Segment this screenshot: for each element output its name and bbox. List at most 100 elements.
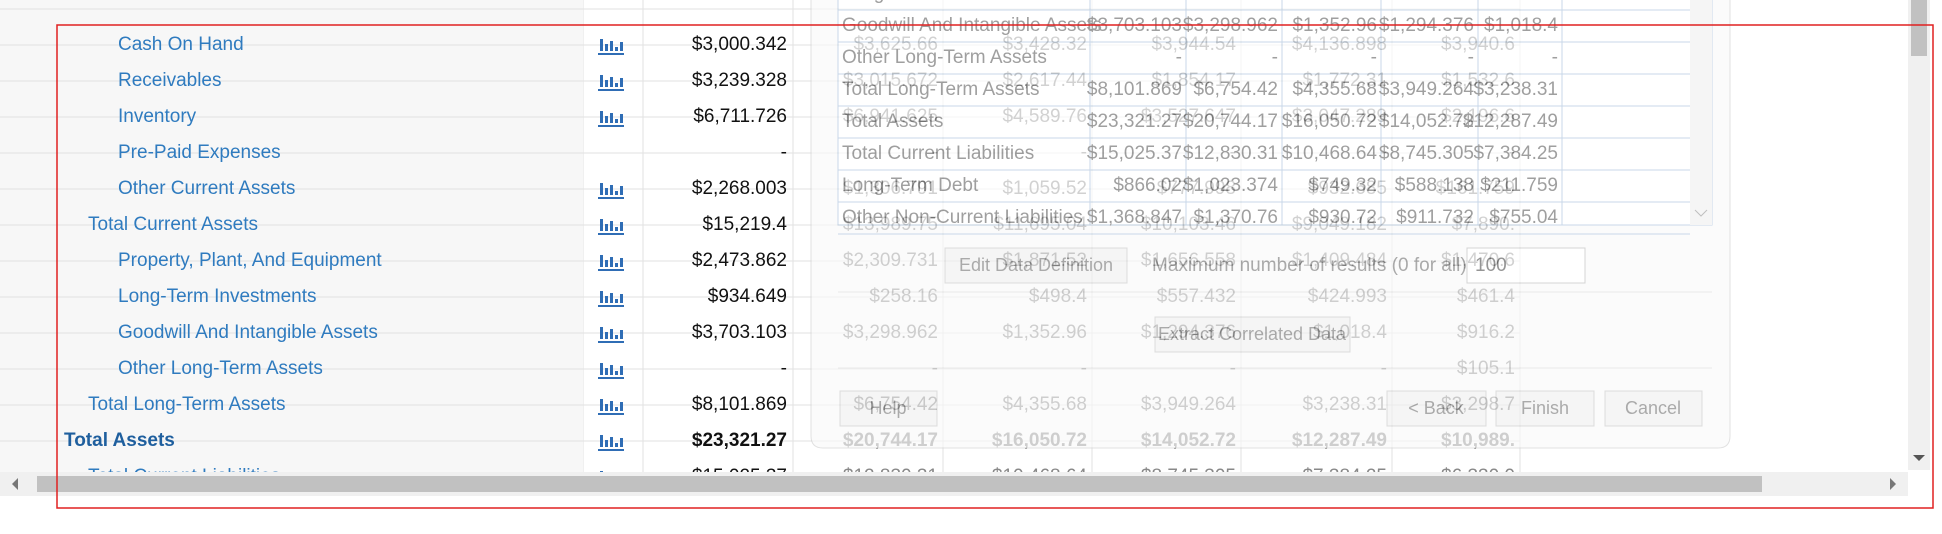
dialog-cell: $749.32 <box>1308 175 1377 196</box>
icon-base <box>598 125 624 127</box>
cell-value: $6,711.726 <box>693 106 787 127</box>
max-input[interactable]: 100 <box>1466 247 1586 284</box>
icon-bar <box>605 80 608 87</box>
dialog-cell: $8,745.305 <box>1379 143 1474 164</box>
cell-value: $3,239.328 <box>692 70 787 91</box>
row-label: Other Current Assets <box>118 178 295 199</box>
max-label: Maximum number of results (0 for all) <box>1152 255 1467 276</box>
icon-bar <box>610 401 613 411</box>
scroll-down[interactable] <box>1913 455 1925 461</box>
chart-icon[interactable] <box>598 111 624 127</box>
edit-button[interactable]: Edit Data Definition <box>944 247 1128 284</box>
icon-bar <box>610 437 613 447</box>
dialog-cell: $12,287.49 <box>1463 111 1558 132</box>
button-label: Cancel <box>1625 398 1681 418</box>
row-label: Goodwill And Intangible Assets <box>118 322 378 343</box>
dialog-cell: $930.72 <box>1308 207 1377 228</box>
row-label: Total Current Assets <box>88 214 258 235</box>
v-scrollbar[interactable] <box>1908 0 1930 470</box>
scroll-right[interactable] <box>1890 478 1896 490</box>
cell-value: $3,703.103 <box>692 322 787 343</box>
icon-bar <box>605 404 608 411</box>
icon-bar <box>615 299 618 303</box>
icon-bar <box>615 407 618 411</box>
icon-bar <box>600 399 603 411</box>
finish-button[interactable]: Finish <box>1495 390 1595 427</box>
cell-value: $8,101.869 <box>692 394 787 415</box>
icon-bar <box>600 363 603 375</box>
dialog-cell: $10,468.64 <box>1282 143 1378 164</box>
icon-bar <box>610 41 613 51</box>
dialog-row-label: Total Assets <box>842 111 943 132</box>
row-label: Property, Plant, And Equipment <box>118 250 382 271</box>
icon-bar <box>620 78 623 87</box>
chart-icon[interactable] <box>598 75 624 91</box>
icon-base <box>598 413 624 415</box>
cancel-button[interactable]: Cancel <box>1604 390 1703 427</box>
help-button[interactable]: Help <box>839 390 938 427</box>
dialog-cell: $4,355.68 <box>1292 79 1377 100</box>
chart-icon[interactable] <box>598 435 624 451</box>
icon-bar <box>605 440 608 447</box>
icon-bar <box>615 371 618 375</box>
icon-bar <box>620 438 623 447</box>
dialog-cell: $23,321.27 <box>1087 111 1182 132</box>
icon-bar <box>600 183 603 195</box>
chart-icon[interactable] <box>598 399 624 415</box>
icon-base <box>598 89 624 91</box>
row-label: Total Long-Term Assets <box>88 394 285 415</box>
icon-bar <box>620 114 623 123</box>
dialog-row-label: Long-Term Investments <box>842 0 1041 4</box>
dialog-cell: - <box>1468 47 1474 68</box>
icon-bar <box>615 47 618 51</box>
cell-value: $2,473.862 <box>692 250 787 271</box>
icon-bar <box>605 260 608 267</box>
icon-bar <box>605 224 608 231</box>
chart-icon[interactable] <box>598 183 624 199</box>
extract-button[interactable]: Extract Correlated Data <box>1154 316 1351 353</box>
back-button[interactable]: < Back <box>1386 390 1487 427</box>
row-label: Pre-Paid Expenses <box>118 142 281 163</box>
h-scroll-thumb[interactable] <box>37 476 1762 492</box>
chart-icon[interactable] <box>598 363 624 379</box>
dialog-cell: $211.759 <box>1480 175 1558 196</box>
icon-bar <box>615 335 618 339</box>
dialog-cell: - <box>1371 47 1377 68</box>
icon-base <box>598 53 624 55</box>
icon-bar <box>605 368 608 375</box>
row-label: Cash On Hand <box>118 34 244 55</box>
button-label: Extract Correlated Data <box>1158 324 1347 344</box>
icon-bar <box>615 227 618 231</box>
button-label: < Back <box>1408 398 1465 418</box>
scroll-left[interactable] <box>12 478 18 490</box>
v-scroll-thumb[interactable] <box>1911 0 1927 56</box>
cell-value: - <box>781 142 787 163</box>
dialog-cell: $911.732 <box>1396 207 1474 228</box>
dialog-cell: $3,238.31 <box>1473 79 1558 100</box>
dialog-cell: $557.432 <box>1395 0 1474 4</box>
chart-icon[interactable] <box>598 219 624 235</box>
chart-icon[interactable] <box>598 255 624 271</box>
icon-bar <box>600 219 603 231</box>
row-label: Long-Term Investments <box>118 286 317 307</box>
dialog-cell: $14,052.72 <box>1379 111 1474 132</box>
icon-bar <box>610 329 613 339</box>
chart-icon[interactable] <box>598 39 624 55</box>
dialog-row-label: Other Non-Current Liabilities <box>842 207 1083 228</box>
icon-bar <box>600 327 603 339</box>
button-label: Edit Data Definition <box>959 255 1113 275</box>
icon-bar <box>615 119 618 123</box>
cell-value: $23,321.27 <box>692 430 787 451</box>
icon-bar <box>615 443 618 447</box>
icon-bar <box>600 75 603 87</box>
dialog-cell: $15,025.37 <box>1087 143 1182 164</box>
button-label: Finish <box>1521 398 1569 418</box>
icon-bar <box>600 255 603 267</box>
chart-icon[interactable] <box>598 291 624 307</box>
icon-bar <box>600 39 603 51</box>
chart-icon[interactable] <box>598 327 624 343</box>
row-label: Inventory <box>118 106 197 127</box>
icon-bar <box>605 332 608 339</box>
cell-value: $934.649 <box>708 286 787 307</box>
